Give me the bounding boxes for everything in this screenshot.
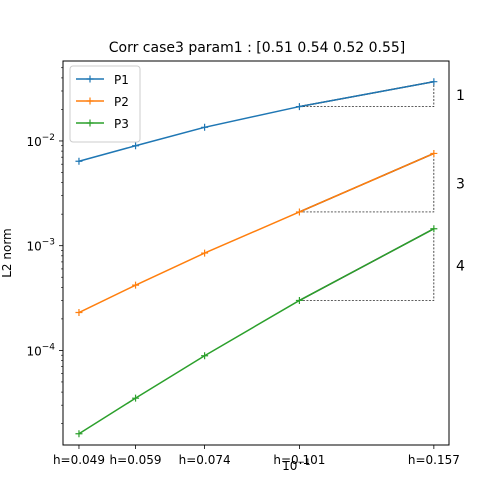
x-tick-label: h=0.059 — [110, 453, 162, 467]
chart-title: Corr case3 param1 : [0.51 0.54 0.52 0.55… — [109, 40, 406, 56]
x-tick-label: h=0.157 — [408, 453, 460, 467]
y-tick-label: 10−4 — [26, 342, 55, 358]
slope-triangle-legs — [299, 228, 435, 301]
data-point-p2 — [75, 309, 83, 317]
data-point-p1 — [295, 103, 303, 111]
slope-order-label: 1 — [456, 88, 465, 104]
x-tick-label: h=0.101 — [273, 453, 325, 467]
legend: P1 P2 P3 — [69, 65, 141, 143]
y-axis-label: L2 norm — [0, 228, 14, 278]
data-point-p2 — [132, 281, 140, 289]
data-point-p2 — [201, 249, 209, 257]
y-tick-label: 10−2 — [26, 133, 55, 149]
legend-label: P2 — [114, 95, 129, 109]
series-line-p2 — [78, 152, 435, 314]
legend-marker — [86, 119, 94, 127]
plot-area: h=0.049 h=0.059 h=0.074 h=0.101 h=0.157 10−1 1… — [26, 60, 465, 473]
data-point-p1 — [75, 157, 83, 165]
series-line-p3 — [78, 228, 435, 435]
legend-label: P3 — [114, 117, 129, 131]
data-point-p3 — [75, 430, 83, 438]
slope-order-label: 4 — [456, 259, 465, 275]
axes-frame — [62, 60, 450, 446]
legend-marker — [86, 97, 94, 105]
legend-marker — [86, 75, 94, 83]
legend-label: P1 — [114, 73, 129, 87]
data-point-p3 — [430, 225, 438, 233]
x-minor-tick-label: 10−1 — [282, 458, 311, 473]
data-point-p1 — [201, 123, 209, 131]
data-point-p3 — [201, 352, 209, 360]
legend-box — [69, 65, 141, 143]
slope-triangle-legs — [299, 81, 435, 107]
y-tick-label: 10−3 — [26, 238, 55, 254]
data-point-p2 — [295, 208, 303, 216]
x-tick-label: h=0.074 — [179, 453, 231, 467]
data-point-p1 — [430, 78, 438, 86]
slope-order-label: 3 — [456, 177, 465, 193]
data-point-p3 — [132, 394, 140, 402]
slope-triangle-legs — [299, 153, 435, 213]
data-point-p3 — [295, 296, 303, 304]
data-point-p2 — [430, 149, 438, 157]
x-tick-label: h=0.049 — [53, 453, 105, 467]
data-point-p1 — [132, 142, 140, 150]
